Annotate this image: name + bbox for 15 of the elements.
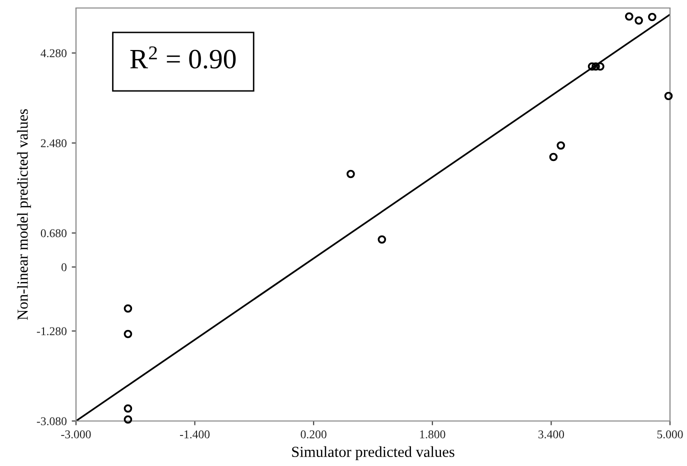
y-tick-label: 2.480 bbox=[40, 139, 67, 148]
y-tick-label: 0.680 bbox=[40, 229, 67, 238]
x-tick-label: 5.000 bbox=[657, 430, 683, 438]
y-axis-title: Non-linear model predicted values bbox=[17, 109, 31, 320]
x-tick-label: 0.200 bbox=[300, 430, 326, 438]
y-tick-label: 4.280 bbox=[40, 49, 67, 58]
x-tick-label: 3.400 bbox=[538, 430, 564, 438]
annotation: R$^{2}$ = 0.90 bbox=[130, 46, 236, 69]
y-tick-label: 0 bbox=[62, 263, 67, 272]
x-tick-label: 1.800 bbox=[420, 430, 446, 438]
x-tick-label: -1.400 bbox=[180, 430, 210, 438]
x-axis-title: Simulator predicted values bbox=[292, 446, 454, 460]
y-tick-label: -3.080 bbox=[36, 417, 67, 426]
y-tick-label: -1.280 bbox=[36, 327, 67, 336]
x-tick-label: -3.000 bbox=[61, 430, 91, 438]
